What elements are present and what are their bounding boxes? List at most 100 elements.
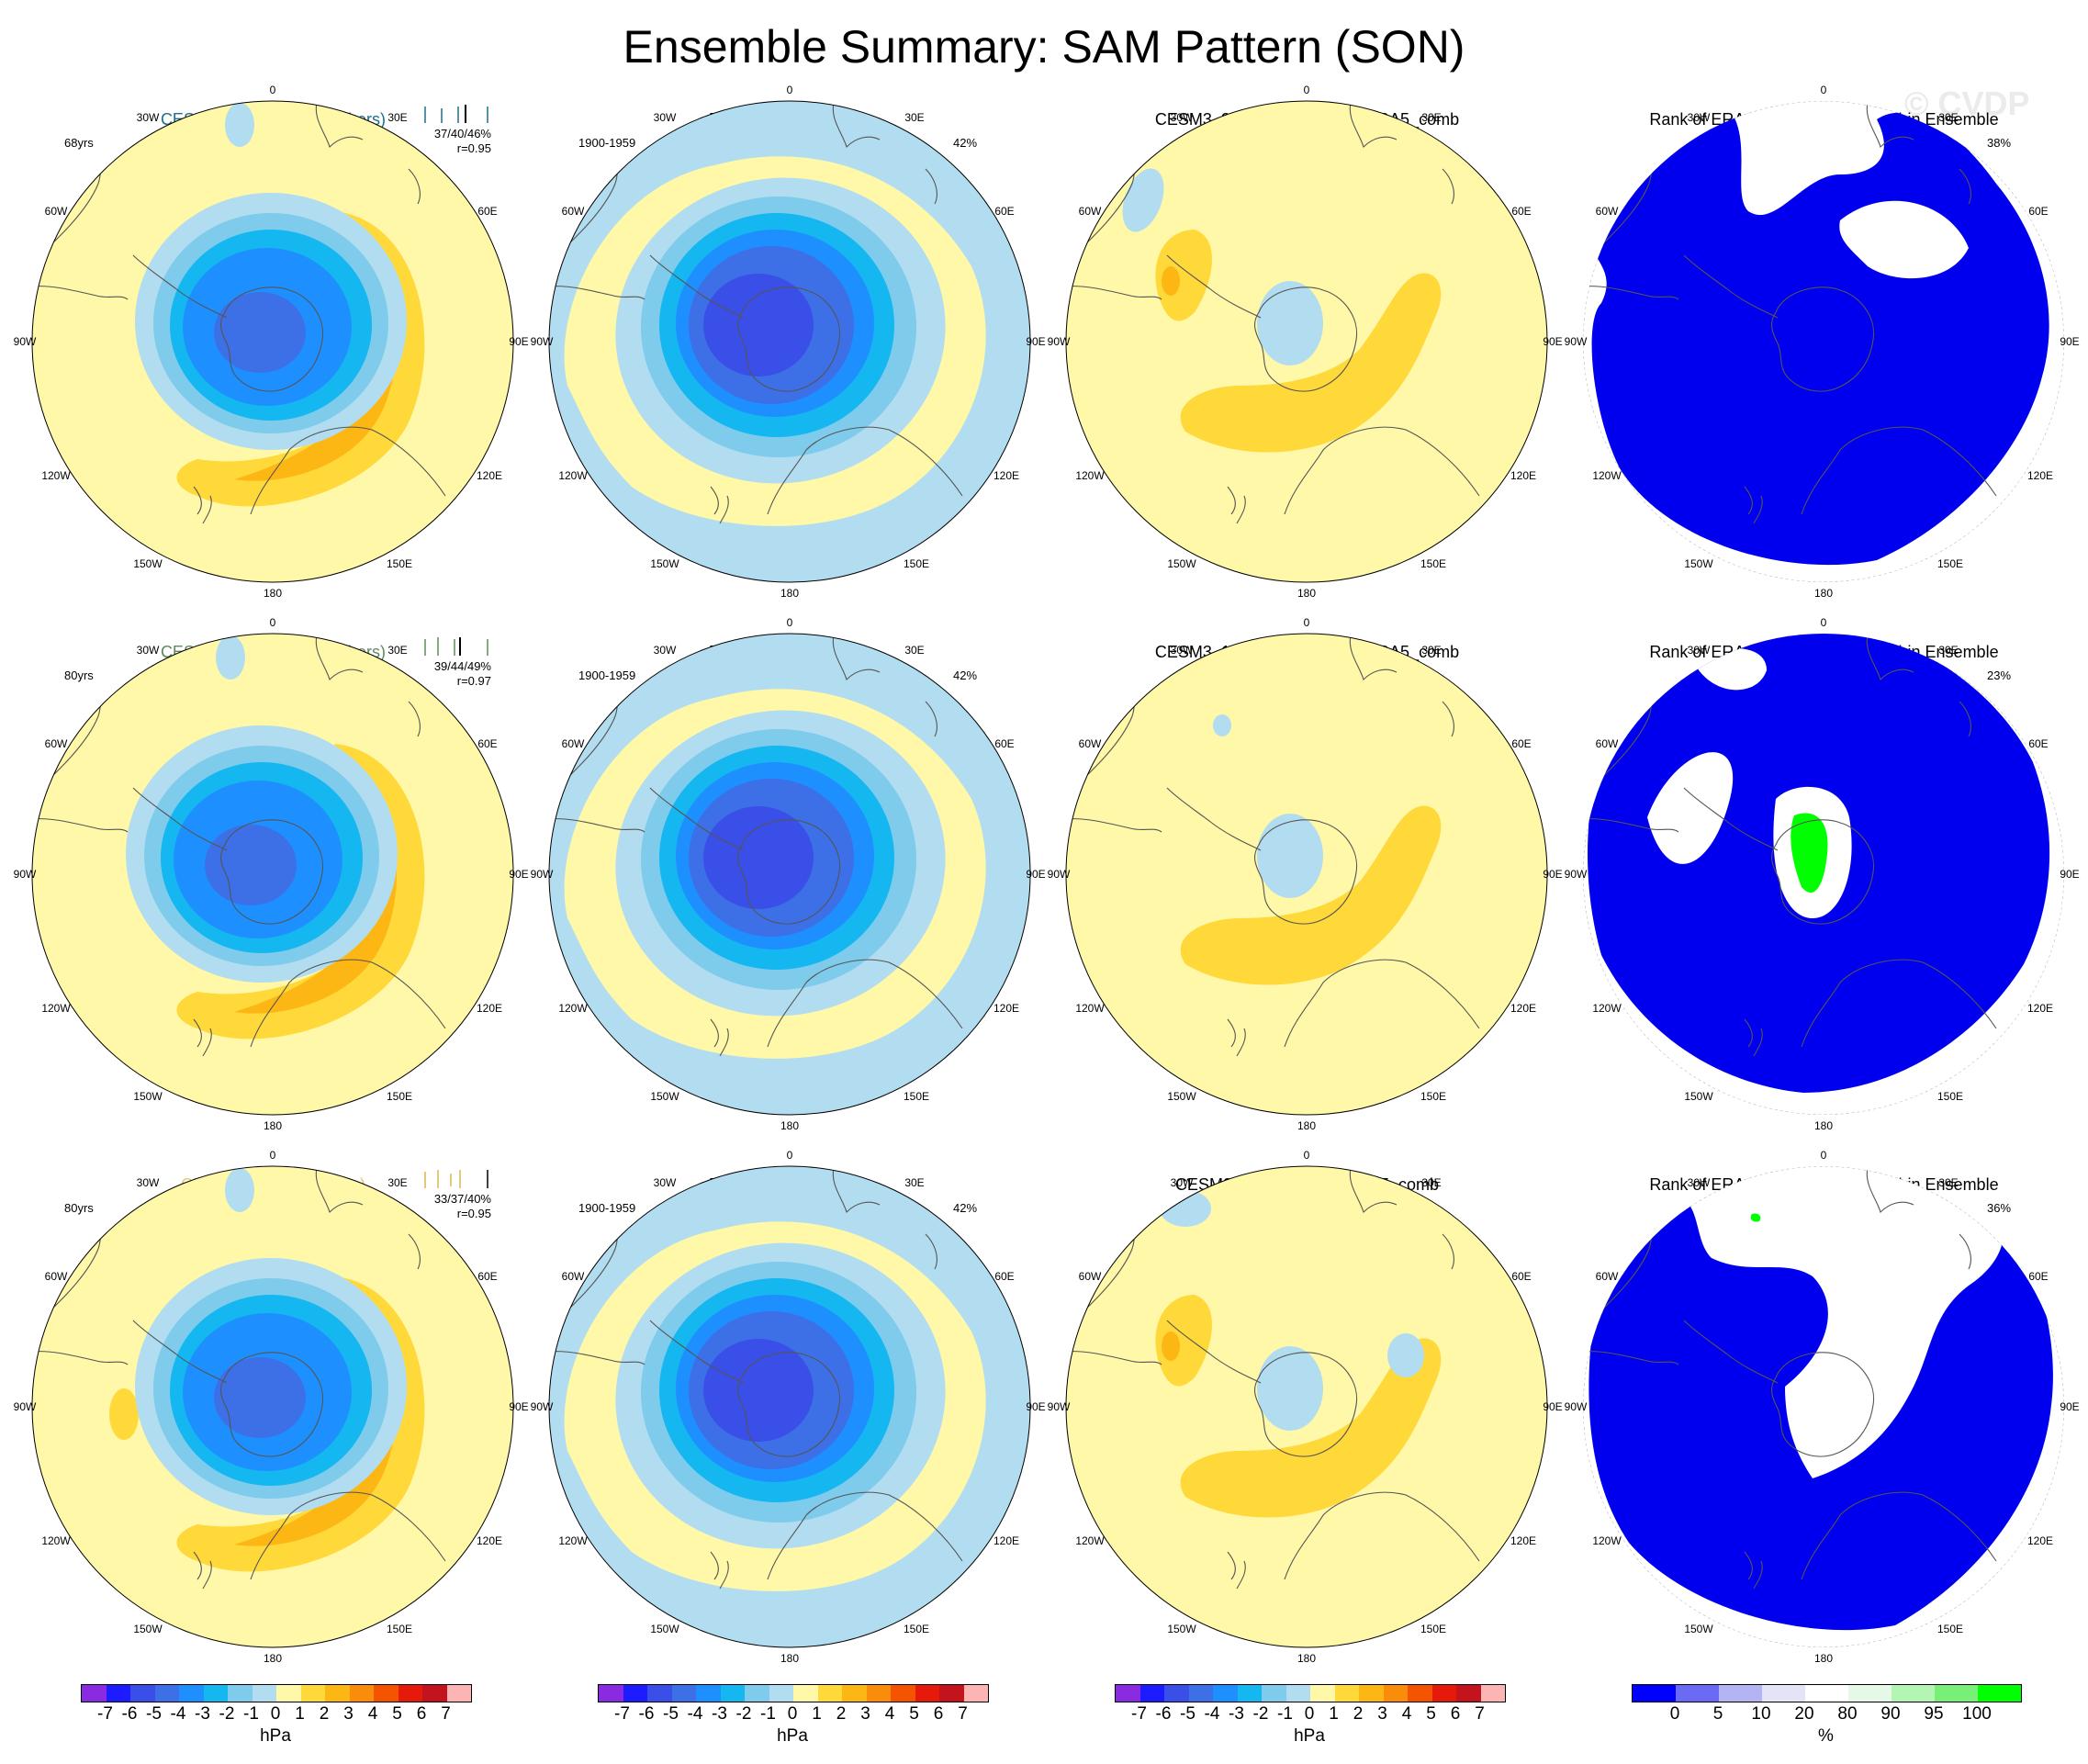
- lon-label-150w: 150W: [1167, 557, 1196, 570]
- map-field: [32, 1166, 513, 1647]
- lon-label-60w: 60W: [1596, 1270, 1619, 1283]
- years-label: 80yrs: [64, 1201, 94, 1215]
- lon-label-top: 0: [1304, 84, 1310, 96]
- lon-label-60e: 60E: [477, 1270, 497, 1283]
- colorbar-swatch: [179, 1685, 204, 1702]
- polar-map-svg: 0 180 30E 60E 90E 120E 150E 30W 60W 90W 120W 150W: [531, 1149, 1046, 1665]
- rank-panel: Rank of ERA20c_ERA5_comb within Ensemble…: [1565, 1148, 2083, 1665]
- australia-coast: [1801, 959, 1997, 1048]
- colorbar-swatch: [82, 1685, 107, 1702]
- africa-coast: [1866, 102, 1914, 149]
- map-field: [1583, 1166, 2064, 1647]
- lon-label-120e: 120E: [477, 1002, 502, 1015]
- polar-map-svg: 0 180 30E 60E 90E 120E 150E 30W 60W 90W 120W 150W: [1565, 84, 2080, 600]
- colorbar-swatch: [842, 1685, 867, 1702]
- south-america-coast-2: [32, 818, 129, 833]
- lon-label-bottom: 180: [780, 1652, 799, 1665]
- lon-label-150w: 150W: [650, 1090, 679, 1103]
- lon-label-bottom: 180: [1814, 587, 1833, 600]
- antarctica-coast: [1253, 287, 1358, 392]
- colorbar-tick-label: 6: [1450, 1704, 1461, 1724]
- lon-label-30w: 30W: [1171, 644, 1194, 657]
- lon-label-150e: 150E: [387, 557, 412, 570]
- polar-map: 0 180 30E 60E 90E 120E 150E 30W 60W 90W 120W 150W: [1048, 615, 1566, 1139]
- positive-blob: [109, 1388, 139, 1440]
- colorbar-swatch: [696, 1685, 721, 1702]
- colorbar-swatch: [915, 1685, 939, 1702]
- south-america-coast-2: [549, 1351, 645, 1365]
- row-1: CESM3_234-251 (5 Members) 68yrs 37/40/46…: [0, 83, 2088, 615]
- peninsula-coast: [1166, 1320, 1262, 1384]
- colorbar-tick-label: -7: [97, 1704, 113, 1724]
- antarctica-coast: [219, 287, 324, 392]
- colorbar-tick-label: 2: [319, 1704, 330, 1724]
- lon-label-150w: 150W: [650, 1623, 679, 1635]
- obs-pct: 42%: [953, 136, 978, 150]
- colorbar-swatch: [422, 1685, 447, 1702]
- positive-core: [1162, 1331, 1180, 1361]
- lon-label-120e: 120E: [2027, 469, 2053, 482]
- colorbar-swatch: [720, 1685, 745, 1702]
- madagascar-coast: [408, 168, 421, 205]
- lon-label-bottom: 180: [1297, 1119, 1316, 1132]
- map-border: [1065, 100, 1548, 583]
- lon-label-90w: 90W: [1048, 335, 1071, 348]
- lon-label-90e: 90E: [2060, 1400, 2079, 1413]
- colorbar-swatch: [1334, 1685, 1359, 1702]
- rank-pct: 23%: [1987, 669, 2012, 682]
- obs-pct: 42%: [953, 669, 978, 682]
- africa-coast: [832, 102, 881, 149]
- colorbar-swatch: [1383, 1685, 1408, 1702]
- colorbar-labels: -7 -6 -5 -4 -3 -2 -1 0 1 2 3 4 5 6 7: [1096, 1704, 1500, 1726]
- lon-label-60w: 60W: [1079, 737, 1102, 750]
- lon-label-30e: 30E: [904, 1176, 924, 1189]
- pressure-colorbar-2: -7 -6 -5 -4 -3 -2 -1 0 1 2 3 4 5 6 7 hPa: [579, 1684, 989, 1758]
- positive-core: [1162, 266, 1180, 296]
- lon-label-bottom: 180: [264, 587, 282, 600]
- australia-coast: [1801, 426, 1997, 515]
- lon-label-90e: 90E: [1543, 335, 1562, 348]
- new-zealand-coast: [710, 1018, 729, 1057]
- lon-label-bottom: 180: [264, 1119, 282, 1132]
- madagascar-coast: [925, 701, 937, 737]
- peninsula-coast: [132, 254, 228, 319]
- lon-label-150w: 150W: [133, 1623, 163, 1635]
- map-field: [549, 101, 1030, 582]
- lon-label-150e: 150E: [904, 557, 929, 570]
- stats-range: 39/44/49%: [433, 659, 491, 673]
- lon-label-30w: 30W: [137, 111, 160, 124]
- madagascar-coast: [408, 701, 421, 737]
- years-label: 68yrs: [64, 136, 94, 150]
- rank-panel: Rank of ERA20c_ERA5_comb within Ensemble…: [1565, 83, 2083, 600]
- lon-label-30w: 30W: [1171, 111, 1194, 124]
- colorbar-swatch: [1164, 1685, 1189, 1702]
- lon-label-90e: 90E: [1543, 1400, 1562, 1413]
- colorbar-swatch: [1285, 1685, 1310, 1702]
- lon-label-120w: 120W: [1592, 469, 1622, 482]
- south-america-coast-2: [32, 1351, 129, 1365]
- polar-map-svg: 0 180 30E 60E 90E 120E 150E 30W 60W 90W 120W 150W: [1565, 1149, 2080, 1665]
- colorbar-tick-label: 0: [787, 1704, 798, 1724]
- model-panel: CESM3_234-251 (5 Members) 68yrs 37/40/46…: [14, 83, 533, 600]
- lon-label-90w: 90W: [531, 1400, 554, 1413]
- colorbar-tick-label: 3: [1377, 1704, 1387, 1724]
- lon-label-90e: 90E: [1026, 335, 1045, 348]
- south-america-coast-2: [1583, 818, 1679, 833]
- colorbar-boxes: [81, 1684, 472, 1702]
- colorbar-swatch: [1188, 1685, 1213, 1702]
- lon-label-60e: 60E: [1511, 1270, 1531, 1283]
- polar-map-svg: 0 180 30E 60E 90E 120E 150E 30W 60W 90W 120W 150W: [1048, 616, 1563, 1132]
- obs-period: 1900-1959: [578, 669, 636, 682]
- colorbar-tick-label: 6: [933, 1704, 944, 1724]
- stats-box: 37/40/46% r=0.95: [399, 127, 491, 156]
- colorbar-swatch: [939, 1685, 964, 1702]
- lon-label-150e: 150E: [904, 1090, 929, 1103]
- lon-label-120w: 120W: [558, 1002, 588, 1015]
- colorbar-swatch: [891, 1685, 915, 1702]
- colorbar-tick-label: -1: [760, 1704, 776, 1724]
- small-negative-patch: [225, 103, 254, 147]
- lon-label-90w: 90W: [14, 335, 37, 348]
- lon-label-60w: 60W: [1596, 205, 1619, 218]
- rank-high-patch: [1750, 1213, 1761, 1222]
- spread-ticks: [424, 105, 488, 123]
